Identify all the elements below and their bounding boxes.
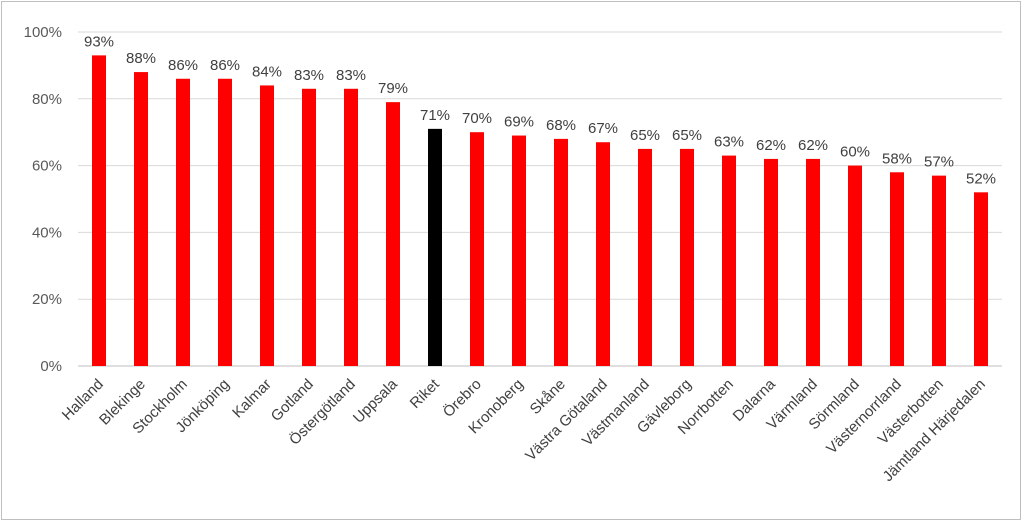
data-label: 71% bbox=[420, 107, 450, 124]
data-label: 86% bbox=[210, 57, 240, 74]
bar bbox=[134, 72, 148, 366]
bar bbox=[386, 102, 400, 366]
data-label: 88% bbox=[126, 50, 156, 67]
bar bbox=[554, 138, 568, 366]
x-axis-categories: HallandBlekingeStockholmJönköpingKalmarG… bbox=[59, 375, 989, 485]
x-category-label: Västernorrland bbox=[823, 376, 905, 458]
bar bbox=[638, 148, 652, 366]
y-axis-ticks: 0% 20% 40% 60% 80% 100% bbox=[24, 24, 62, 375]
bars bbox=[92, 55, 988, 366]
bar bbox=[260, 85, 274, 366]
x-category-label: Riket bbox=[407, 375, 444, 412]
bar bbox=[974, 192, 988, 366]
data-label: 70% bbox=[462, 110, 492, 127]
data-labels: 93% 88% 86% 86% 84% 83% 83% 79% 71% 70% 69% 68% 67% 6… bbox=[84, 33, 996, 187]
bar bbox=[932, 175, 946, 366]
bar bbox=[764, 158, 778, 366]
data-label: 62% bbox=[798, 137, 828, 154]
data-label: 58% bbox=[882, 150, 912, 167]
data-label: 86% bbox=[168, 57, 198, 74]
data-label: 63% bbox=[714, 134, 744, 151]
y-tick-label: 60% bbox=[32, 158, 62, 175]
data-label: 83% bbox=[294, 67, 324, 84]
gridlines bbox=[78, 31, 1002, 367]
data-label: 60% bbox=[840, 144, 870, 161]
data-label: 69% bbox=[504, 114, 534, 131]
bar bbox=[218, 78, 232, 366]
bar bbox=[848, 165, 862, 366]
y-tick-label: 100% bbox=[24, 24, 62, 41]
y-tick-label: 20% bbox=[32, 291, 62, 308]
bar bbox=[890, 172, 904, 366]
data-label: 93% bbox=[84, 33, 114, 50]
data-label: 84% bbox=[252, 63, 282, 80]
bar bbox=[722, 155, 736, 366]
bar bbox=[344, 88, 358, 366]
bar bbox=[470, 132, 484, 366]
data-label: 65% bbox=[630, 127, 660, 144]
y-tick-label: 0% bbox=[40, 358, 62, 375]
y-tick-label: 40% bbox=[32, 224, 62, 241]
y-tick-label: 80% bbox=[32, 91, 62, 108]
data-label: 65% bbox=[672, 127, 702, 144]
bar bbox=[512, 135, 526, 366]
bar bbox=[176, 78, 190, 366]
bar bbox=[680, 148, 694, 366]
bar bbox=[806, 158, 820, 366]
data-label: 83% bbox=[336, 67, 366, 84]
data-label: 79% bbox=[378, 80, 408, 97]
data-label: 62% bbox=[756, 137, 786, 154]
bar bbox=[302, 88, 316, 366]
data-label: 67% bbox=[588, 120, 618, 137]
bar bbox=[428, 128, 442, 366]
data-label: 57% bbox=[924, 154, 954, 171]
bar bbox=[92, 55, 106, 366]
data-label: 52% bbox=[966, 170, 996, 187]
bar bbox=[596, 142, 610, 366]
data-label: 68% bbox=[546, 117, 576, 134]
x-category-label: Uppsala bbox=[350, 375, 401, 426]
